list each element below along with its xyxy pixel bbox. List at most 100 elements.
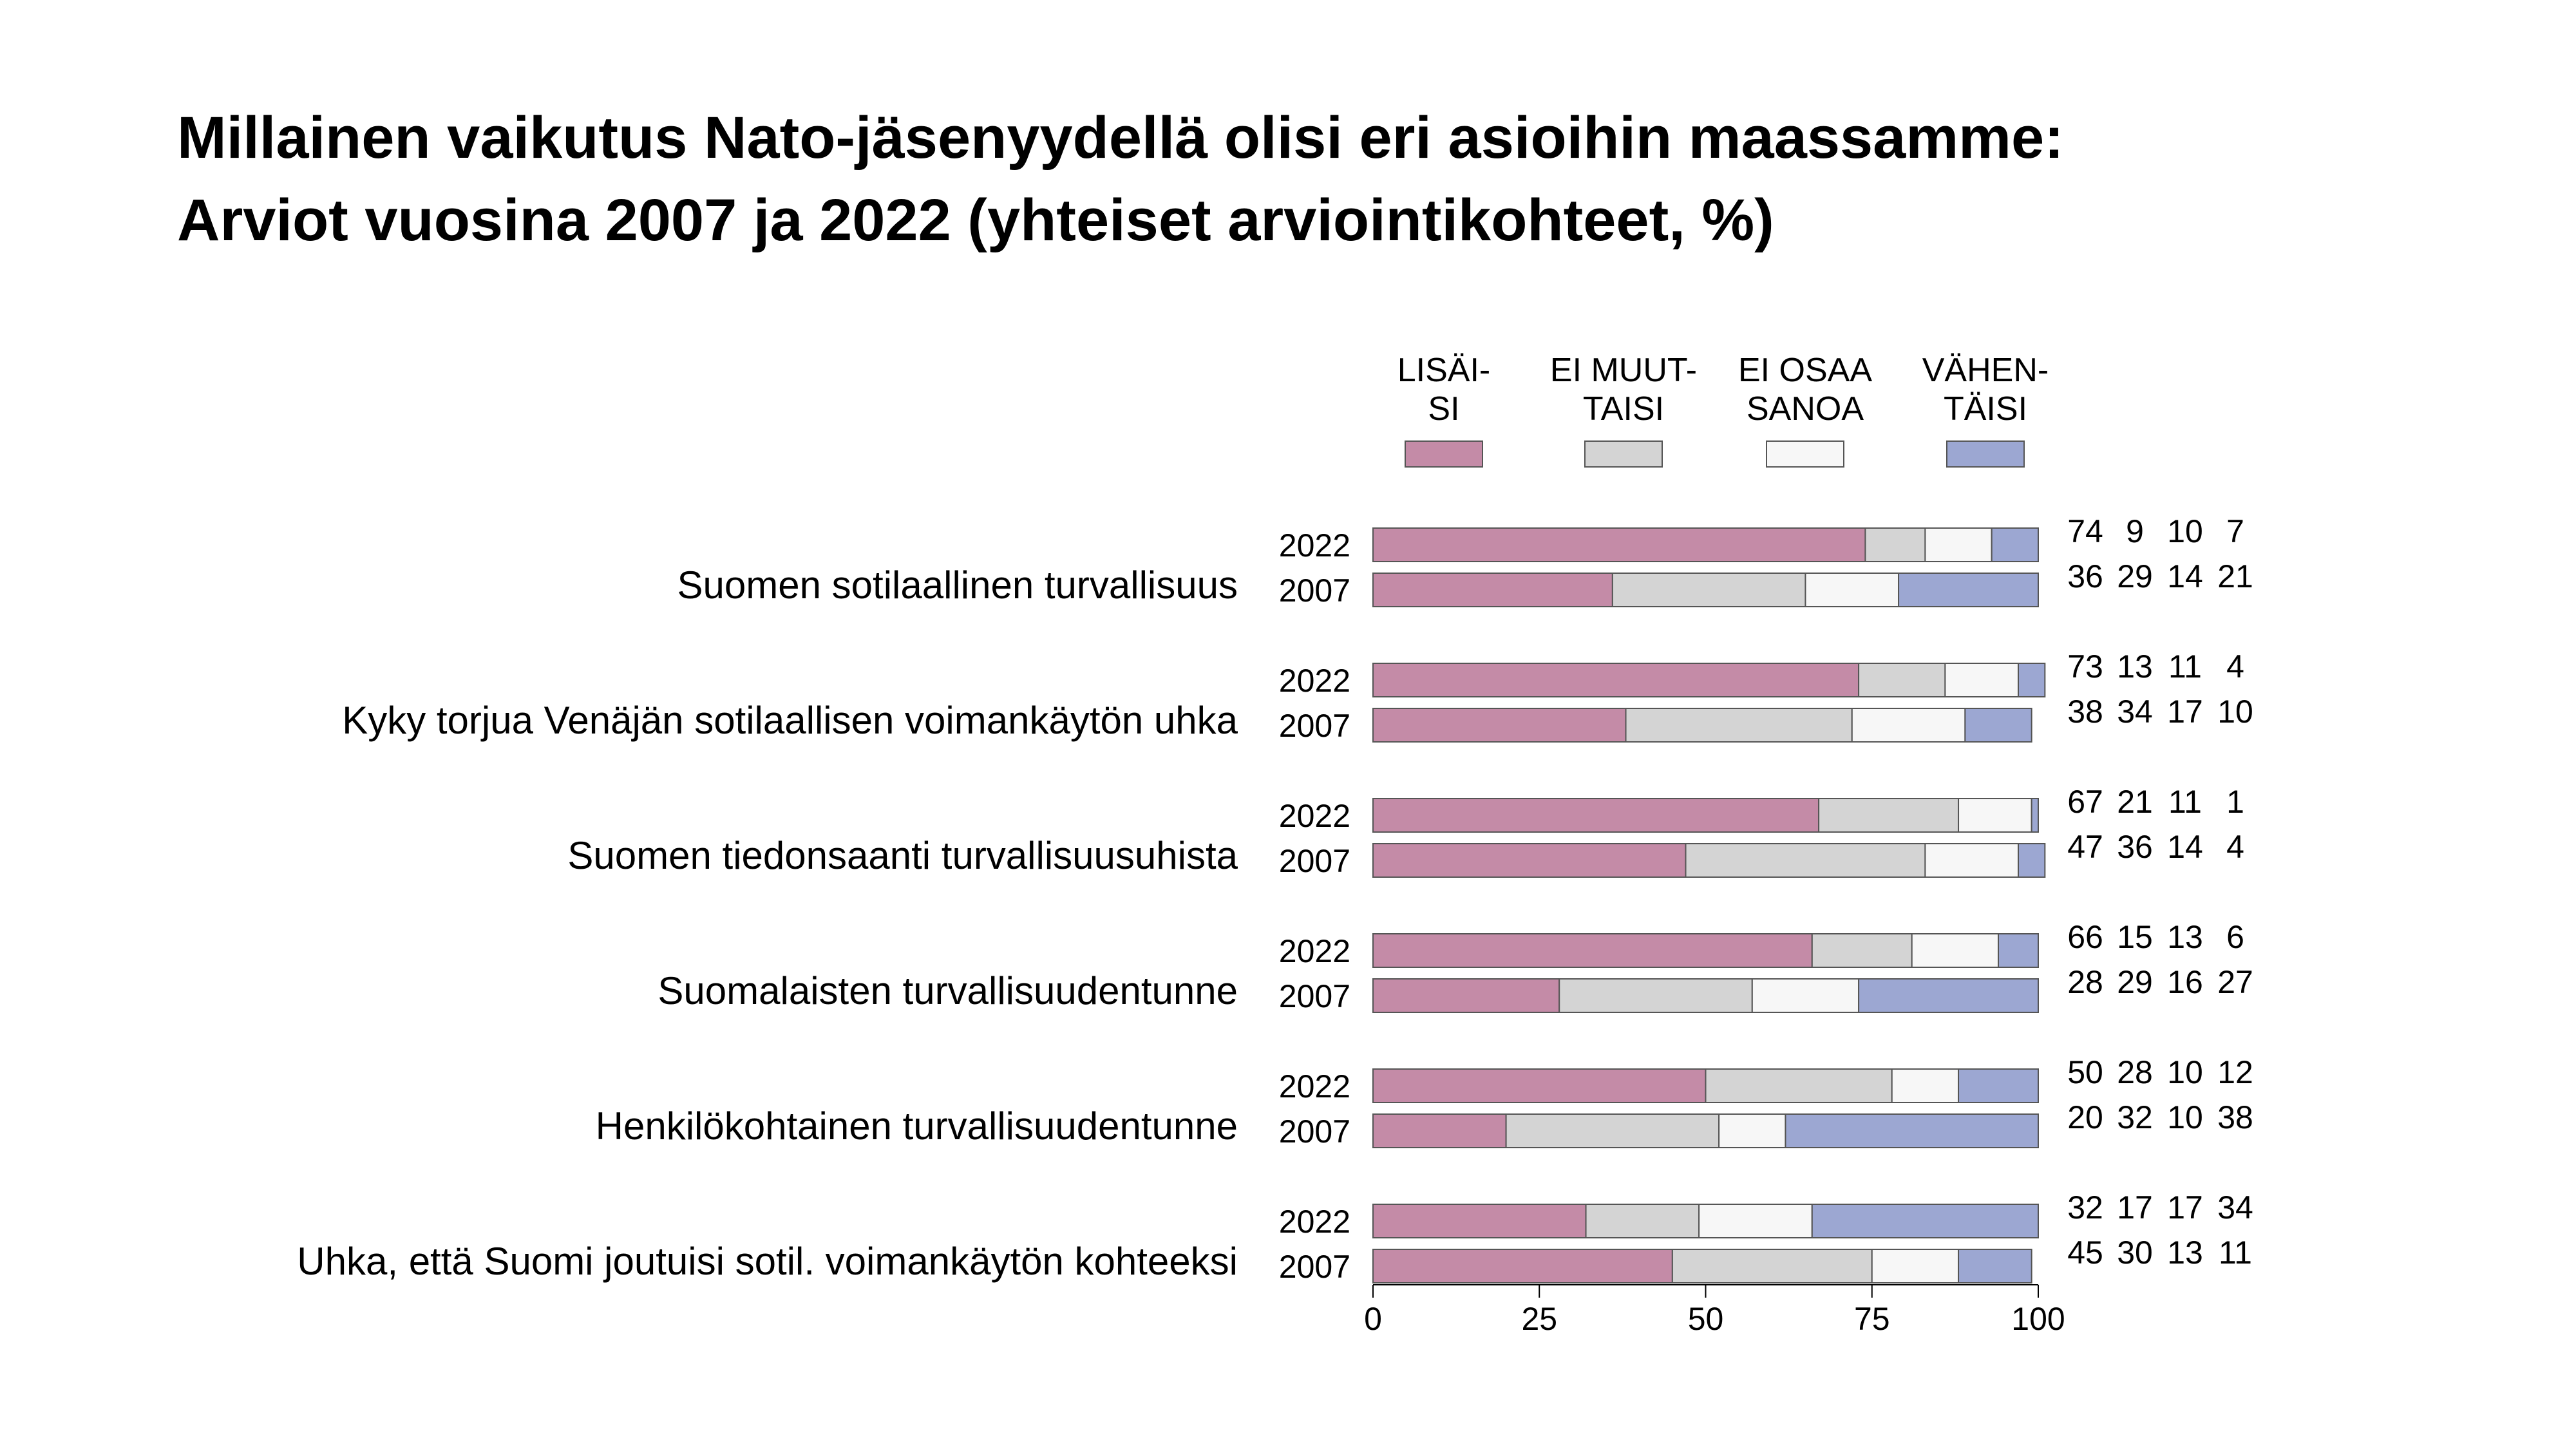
value-label: 11 <box>2168 784 2202 820</box>
bar-segment <box>1944 663 2020 697</box>
bar-row: 2007 47 36 14 4 <box>1279 829 2244 879</box>
bar-segment <box>2031 798 2039 833</box>
year-label: 2007 <box>1279 843 1350 879</box>
bar-row: 2022 67 21 11 1 <box>1279 784 2244 834</box>
category-group: Henkilökohtainen turvallisuudentunne 2022… <box>596 1054 2253 1150</box>
value-label: 15 <box>2117 919 2153 955</box>
legend-label: SI <box>1428 390 1459 428</box>
year-label: 2022 <box>1279 1204 1350 1240</box>
value-label: 36 <box>2117 829 2153 865</box>
value-label: 32 <box>2067 1189 2103 1226</box>
value-label: 10 <box>2167 1099 2203 1135</box>
value-label: 38 <box>2067 694 2103 730</box>
value-label: 4 <box>2226 829 2244 865</box>
bar-segment <box>1372 1204 1587 1238</box>
bar-segment <box>1585 1204 1700 1238</box>
x-tick-label: 25 <box>1521 1301 1557 1337</box>
category-label: Suomen tiedonsaanti turvallisuusuhista <box>567 834 1238 877</box>
value-label: 4 <box>2226 649 2244 685</box>
legend-item: LISÄI-SI <box>1397 352 1490 468</box>
bar-segment <box>1372 1113 1507 1148</box>
bar-row: 2007 28 29 16 27 <box>1279 964 2253 1014</box>
value-label: 38 <box>2217 1099 2253 1135</box>
bar-segment <box>1372 708 1627 743</box>
bar-segment <box>1372 527 1866 562</box>
legend-swatch <box>1766 440 1844 468</box>
year-label: 2022 <box>1279 663 1350 699</box>
value-label: 45 <box>2067 1235 2103 1271</box>
legend-item: EI MUUT-TAISI <box>1550 352 1697 468</box>
bar-segment <box>1611 573 1806 607</box>
category-group: Kyky torjua Venäjän sotilaallisen voiman… <box>342 649 2253 744</box>
x-tick-label: 100 <box>2011 1301 2065 1337</box>
bar-segment <box>1851 708 1966 743</box>
bar-row: 2007 36 29 14 21 <box>1279 558 2253 609</box>
bar-segment <box>1372 663 1860 697</box>
bar-row: 2007 38 34 17 10 <box>1279 694 2253 744</box>
value-label: 16 <box>2167 964 2203 1000</box>
chart-title-line-1: Millainen vaikutus Nato-jäsenyydellä oli… <box>177 105 2064 171</box>
category-label: Uhka, että Suomi joutuisi sotil. voimank… <box>297 1240 1238 1283</box>
value-label: 28 <box>2067 964 2103 1000</box>
value-label: 10 <box>2217 694 2253 730</box>
bar-segment <box>1558 978 1753 1013</box>
category-label: Kyky torjua Venäjän sotilaallisen voiman… <box>342 699 1238 742</box>
value-label: 10 <box>2167 1054 2203 1090</box>
bar-segment <box>1858 663 1946 697</box>
value-label: 36 <box>2067 558 2103 594</box>
category-group: Suomalaisten turvallisuudentunne 2022 66 15… <box>658 919 2253 1014</box>
value-label: 50 <box>2067 1054 2103 1090</box>
category-label: Suomen sotilaallinen turvallisuus <box>677 564 1238 607</box>
bar-row: 2022 74 9 10 7 <box>1279 513 2244 564</box>
value-label: 14 <box>2167 558 2203 594</box>
bar-segment <box>1372 978 1560 1013</box>
value-label: 34 <box>2217 1189 2253 1226</box>
value-label: 11 <box>2219 1235 2252 1271</box>
value-label: 10 <box>2167 513 2203 549</box>
value-label: 17 <box>2167 694 2203 730</box>
legend-swatch <box>1946 440 2025 468</box>
value-label: 29 <box>2117 558 2153 594</box>
value-label: 17 <box>2117 1189 2153 1226</box>
bar-segment <box>1372 573 1613 607</box>
chart-title-line-2: Arviot vuosina 2007 ja 2022 (yhteiset ar… <box>177 187 1774 253</box>
bar-segment <box>1372 933 1813 968</box>
bar-segment <box>1898 573 2040 607</box>
legend-label: VÄHEN- <box>1922 352 2049 389</box>
value-label: 67 <box>2067 784 2103 820</box>
bar-segment <box>1911 933 2000 968</box>
x-tick-label: 50 <box>1688 1301 1724 1337</box>
value-label: 13 <box>2117 649 2153 685</box>
bar-segment <box>1372 1068 1707 1103</box>
value-label: 14 <box>2167 829 2203 865</box>
value-label: 21 <box>2117 784 2153 820</box>
value-label: 73 <box>2067 649 2103 685</box>
bar-segment <box>1705 1068 1893 1103</box>
x-axis: 0 25 50 75 100 <box>1364 1284 2065 1337</box>
category-group: Suomen tiedonsaanti turvallisuusuhista 20… <box>567 784 2244 879</box>
value-label: 7 <box>2226 513 2244 549</box>
legend-label: EI MUUT- <box>1550 352 1697 389</box>
legend-label: TÄISI <box>1944 390 2027 428</box>
bar-row: 2022 66 15 13 6 <box>1279 919 2244 969</box>
bar-row: 2007 20 32 10 38 <box>1279 1099 2253 1150</box>
bar-segment <box>1372 798 1820 833</box>
legend-label: EI OSAA <box>1738 352 1872 389</box>
value-label: 17 <box>2167 1189 2203 1226</box>
x-tick-label: 75 <box>1854 1301 1890 1337</box>
legend-swatch <box>1584 440 1663 468</box>
bar-segment <box>1864 527 1926 562</box>
value-label: 9 <box>2126 513 2144 549</box>
bar-segment <box>1924 527 1993 562</box>
legend-swatch <box>1405 440 1483 468</box>
category-label: Henkilökohtainen turvallisuudentunne <box>596 1104 1238 1148</box>
legend-label: SANOA <box>1747 390 1864 428</box>
x-tick-label: 0 <box>1364 1301 1382 1337</box>
year-label: 2007 <box>1279 1113 1350 1150</box>
value-label: 30 <box>2117 1235 2153 1271</box>
year-label: 2007 <box>1279 978 1350 1014</box>
bar-segment <box>1818 798 1960 833</box>
